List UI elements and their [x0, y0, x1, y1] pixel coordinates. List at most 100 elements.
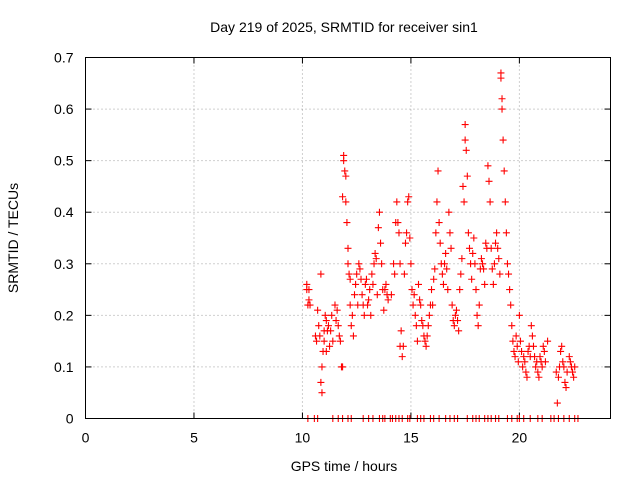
data-point [428, 286, 436, 294]
data-point [375, 208, 383, 216]
data-point [418, 317, 426, 325]
data-point [492, 239, 500, 247]
x-tick-label: 10 [295, 430, 311, 446]
data-point [341, 167, 349, 175]
data-point [443, 265, 451, 273]
data-point [498, 95, 506, 103]
y-tick-label: 0.2 [54, 307, 74, 323]
data-point [503, 260, 511, 268]
data-point [387, 291, 395, 299]
data-point [381, 286, 389, 294]
data-point [481, 280, 489, 288]
data-point [524, 347, 532, 355]
y-tick-label: 0.4 [54, 204, 74, 220]
axis-ticks [85, 57, 611, 419]
data-point [565, 353, 573, 361]
data-point [475, 301, 483, 309]
data-point [373, 291, 381, 299]
data-point [489, 280, 497, 288]
data-point [384, 296, 392, 304]
data-point [516, 337, 524, 345]
data-point [493, 229, 501, 237]
data-point [322, 347, 330, 355]
data-point [482, 239, 490, 247]
data-point [469, 249, 477, 257]
data-point [327, 327, 335, 335]
data-point [356, 265, 364, 273]
data-point [486, 198, 494, 206]
data-point [562, 384, 570, 392]
data-point [339, 193, 347, 201]
y-tick-label: 0.7 [54, 50, 74, 66]
data-point [422, 342, 430, 350]
data-point [353, 270, 361, 278]
data-point [529, 342, 537, 350]
data-point [485, 177, 493, 185]
data-point [497, 69, 505, 77]
data-point [321, 311, 329, 319]
data-point [461, 136, 469, 144]
y-tick-label: 0.1 [54, 359, 74, 375]
x-tick-label: 15 [403, 430, 419, 446]
data-point [552, 368, 560, 376]
data-point [436, 239, 444, 247]
data-point [305, 286, 313, 294]
y-axis-label: SRMTID / TECUs [5, 183, 21, 293]
data-point [334, 322, 342, 330]
data-point [413, 337, 421, 345]
data-point [408, 286, 416, 294]
chart-title: Day 219 of 2025, SRMTID for receiver sin… [210, 19, 478, 35]
data-point [332, 317, 340, 325]
data-point [534, 368, 542, 376]
data-point [571, 363, 579, 371]
y-tick-label: 0.6 [54, 101, 74, 117]
data-point [512, 332, 520, 340]
data-point [368, 270, 376, 278]
data-point [394, 219, 402, 227]
data-point [474, 322, 482, 330]
data-point [405, 193, 413, 201]
data-point [335, 332, 343, 340]
data-point [510, 347, 518, 355]
x-axis-label: GPS time / hours [291, 458, 398, 474]
data-point [444, 286, 452, 294]
data-point [343, 219, 351, 227]
data-point [393, 198, 401, 206]
data-point [554, 373, 562, 381]
data-point [326, 342, 334, 350]
data-point [336, 337, 344, 345]
data-point [352, 280, 360, 288]
data-point [391, 270, 399, 278]
x-tick-labels: 0 5 10 15 20 [82, 430, 528, 446]
data-point [411, 311, 419, 319]
y-tick-label: 0.3 [54, 256, 74, 272]
data-point [456, 286, 464, 294]
data-point [401, 239, 409, 247]
data-point [331, 301, 339, 309]
data-point [495, 255, 503, 263]
y-tick-label: 0.5 [54, 153, 74, 169]
data-point [527, 322, 535, 330]
x-tick-label: 0 [82, 430, 90, 446]
data-point [451, 311, 459, 319]
data-point [477, 255, 485, 263]
data-point [560, 363, 568, 371]
data-point [318, 389, 326, 397]
y-tick-labels: 0 0.1 0.2 0.3 0.4 0.5 0.6 0.7 [54, 50, 74, 427]
data-point [423, 332, 431, 340]
data-point [416, 296, 424, 304]
y-tick-label: 0 [66, 411, 74, 427]
data-point [487, 244, 495, 252]
data-point [344, 244, 352, 252]
data-point [340, 151, 348, 159]
data-point [344, 260, 352, 268]
data-point [468, 275, 476, 283]
data-point [398, 353, 406, 361]
data-point [454, 317, 462, 325]
data-point [433, 198, 441, 206]
data-point [471, 260, 479, 268]
data-point [429, 301, 437, 309]
data-point [499, 136, 507, 144]
data-point [532, 363, 540, 371]
data-point [400, 270, 408, 278]
